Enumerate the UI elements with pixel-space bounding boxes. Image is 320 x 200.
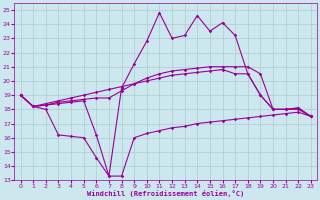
X-axis label: Windchill (Refroidissement éolien,°C): Windchill (Refroidissement éolien,°C) (87, 190, 244, 197)
